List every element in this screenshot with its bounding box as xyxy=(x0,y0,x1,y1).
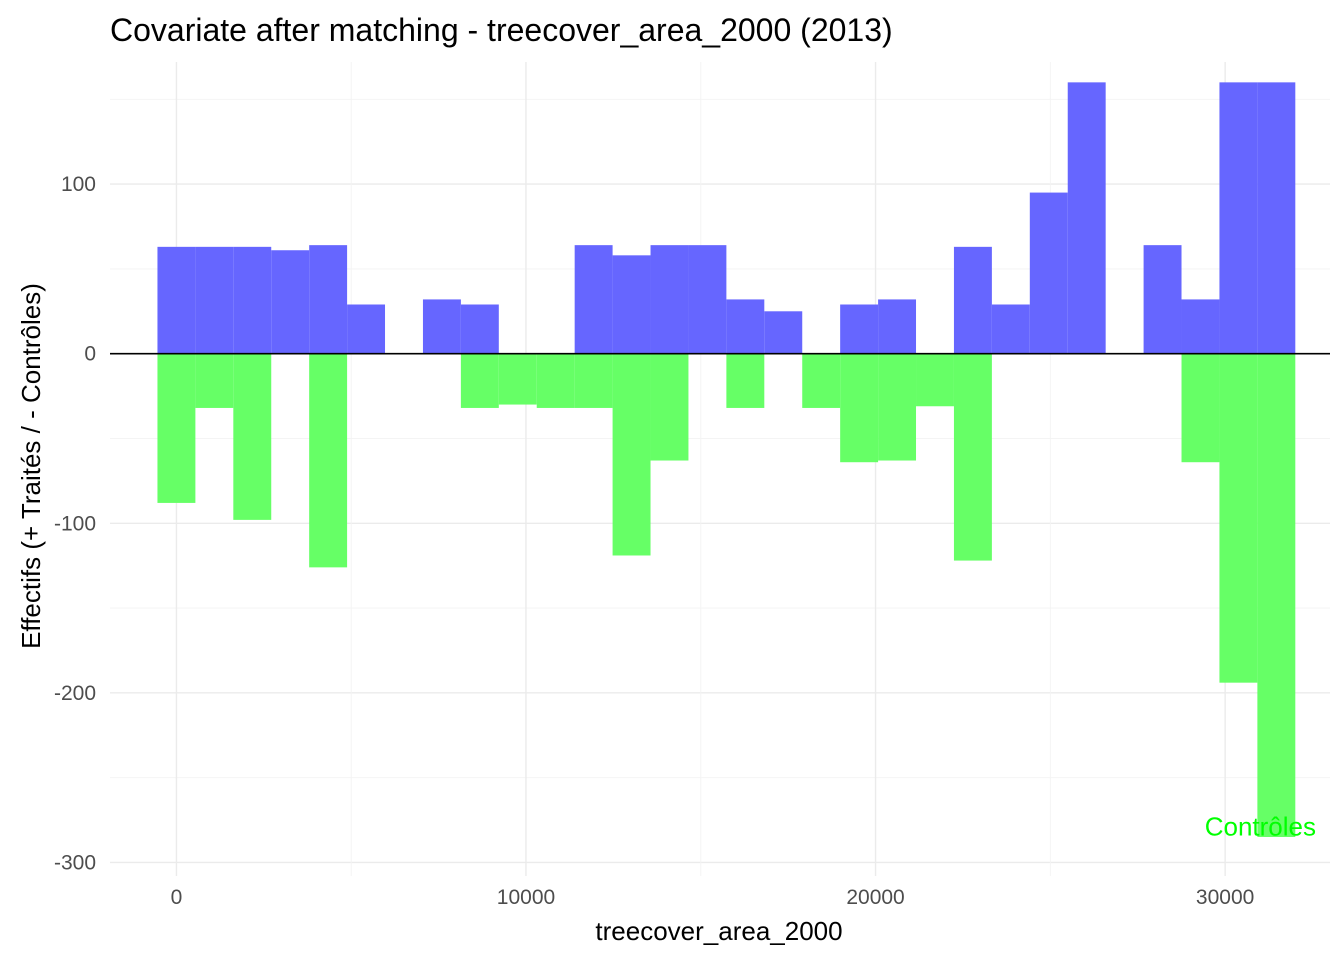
control-bar xyxy=(650,353,689,461)
control-bar xyxy=(195,353,234,408)
treated-bar xyxy=(233,246,272,354)
control-bar xyxy=(1257,353,1296,837)
x-tick-label: 10000 xyxy=(497,886,555,909)
treated-bar xyxy=(953,246,992,354)
treated-bar xyxy=(271,250,310,354)
control-bar xyxy=(498,353,537,405)
control-bar xyxy=(157,353,196,503)
control-bar xyxy=(726,353,765,408)
x-axis-title: treecover_area_2000 xyxy=(595,916,842,946)
treated-bar xyxy=(157,246,196,354)
treated-bar xyxy=(991,304,1030,354)
treated-bar xyxy=(840,304,879,354)
treated-bar xyxy=(650,245,689,354)
treated-bar xyxy=(347,304,386,354)
control-bar xyxy=(840,353,879,463)
treated-bar xyxy=(1181,299,1220,354)
x-axis-ticks: 0 10000 20000 30000 xyxy=(171,886,1255,909)
y-tick-label: 0 xyxy=(84,343,96,366)
x-tick-label: 30000 xyxy=(1196,886,1254,909)
control-bar xyxy=(916,353,954,407)
control-bar xyxy=(612,353,651,556)
control-bar xyxy=(878,353,917,461)
y-tick-label: -200 xyxy=(54,682,96,705)
bars xyxy=(157,82,1296,837)
treated-bar xyxy=(195,246,234,354)
treated-bar xyxy=(1143,245,1182,354)
control-bar xyxy=(1181,353,1220,463)
grid xyxy=(110,62,1330,876)
control-bar xyxy=(460,353,499,408)
treated-bar xyxy=(1219,82,1258,354)
treated-bar xyxy=(574,245,613,354)
control-bar xyxy=(1219,353,1258,683)
treated-bar xyxy=(764,311,803,354)
treated-bar xyxy=(1029,192,1068,354)
treated-bar xyxy=(726,299,765,354)
x-tick-label: 0 xyxy=(171,886,183,909)
treated-bar xyxy=(1257,82,1296,354)
control-bar xyxy=(802,353,841,408)
treated-bar xyxy=(878,299,917,354)
treated-bar xyxy=(688,245,727,354)
treated-bar xyxy=(612,255,651,354)
control-bar xyxy=(536,353,575,408)
controls-annotation: Contrôles xyxy=(1205,811,1316,841)
control-bar xyxy=(953,353,992,561)
treated-bar xyxy=(309,245,348,354)
annotations: Contrôles xyxy=(1205,811,1316,841)
treated-bar xyxy=(460,304,499,354)
y-tick-label: 100 xyxy=(61,173,96,196)
control-bar xyxy=(233,353,272,520)
y-axis-title: Effectifs (+ Traités / - Contrôles) xyxy=(16,283,46,649)
x-tick-label: 20000 xyxy=(846,886,904,909)
y-tick-label: -100 xyxy=(54,512,96,535)
chart-title: Covariate after matching - treecover_are… xyxy=(110,12,893,48)
y-tick-label: -300 xyxy=(54,851,96,874)
y-axis-ticks: -300 -200 -100 0 100 xyxy=(54,173,96,874)
treated-bar xyxy=(422,299,461,354)
treated-bar xyxy=(1067,82,1106,354)
control-bar xyxy=(309,353,348,568)
control-bar xyxy=(574,353,613,408)
